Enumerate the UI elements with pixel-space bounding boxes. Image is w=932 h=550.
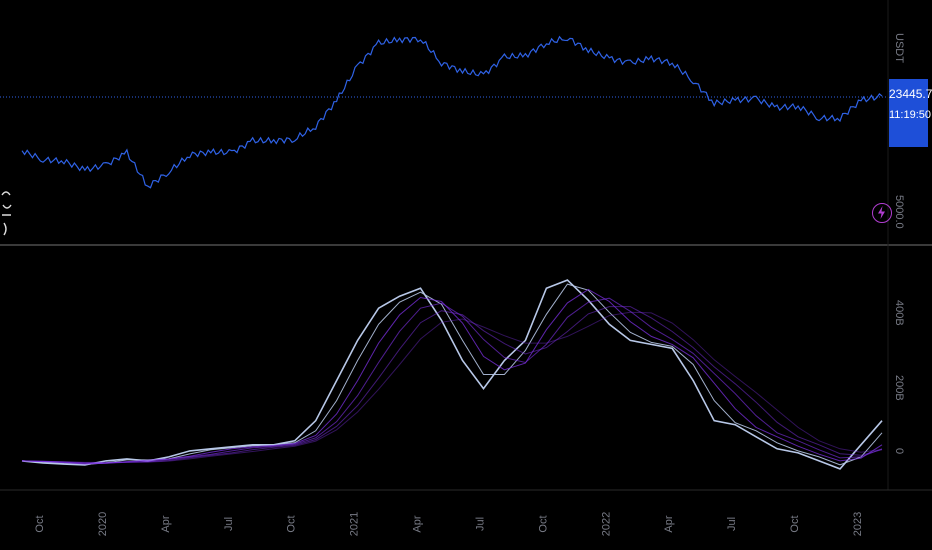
time-axis-label: Jul [726,517,738,531]
indicator-line-6 [21,311,883,463]
time-axis-label: Oct [286,515,298,532]
indicator-line-4 [21,297,883,464]
last-price-value: 23445.7 [889,87,932,101]
time-axis-label: Oct [34,515,46,532]
log-tick-5000: 5000.0 [893,195,905,229]
lightning-glyph [878,206,885,219]
indicator-line-1 [21,279,883,470]
time-axis-label: Apr [412,515,424,532]
currency-label: USDT [893,33,905,63]
time-axis-label: Oct [789,515,801,532]
time-axis-label: Jul [223,517,235,531]
indicator-tick-400b: 400B [893,300,905,326]
price-pane[interactable]: USDT 5000.0 [0,33,905,229]
time-axis-label: Jul [475,517,487,531]
last-price-badge: 23445.7 11:19:50 [889,79,932,147]
time-axis-label: 2022 [600,512,612,536]
indicator-line-3 [21,288,883,465]
time-axis-label: Oct [537,515,549,532]
indicator-line-2 [21,283,883,466]
time-axis-label: Apr [663,515,675,532]
time-axis-label: Apr [160,515,172,532]
lightning-icon[interactable] [872,203,892,223]
time-axis[interactable]: Oct 2020 Apr Jul Oct 2021 Apr Jul Oct 2022 Apr Jul O… [34,512,864,536]
time-axis-label: 2021 [349,512,361,536]
bar-countdown: 11:19:50 [889,109,932,121]
indicator-ribbon [21,279,883,470]
indicator-line-5 [21,306,883,464]
indicator-pane[interactable]: 400B 200B 0 [21,279,905,470]
price-line [21,35,883,189]
indicator-handle-icon[interactable] [0,185,14,245]
indicator-tick-zero: 0 [893,448,905,454]
time-axis-label: 2023 [852,512,864,536]
indicator-tick-200b: 200B [893,375,905,401]
time-axis-label: 2020 [97,512,109,536]
